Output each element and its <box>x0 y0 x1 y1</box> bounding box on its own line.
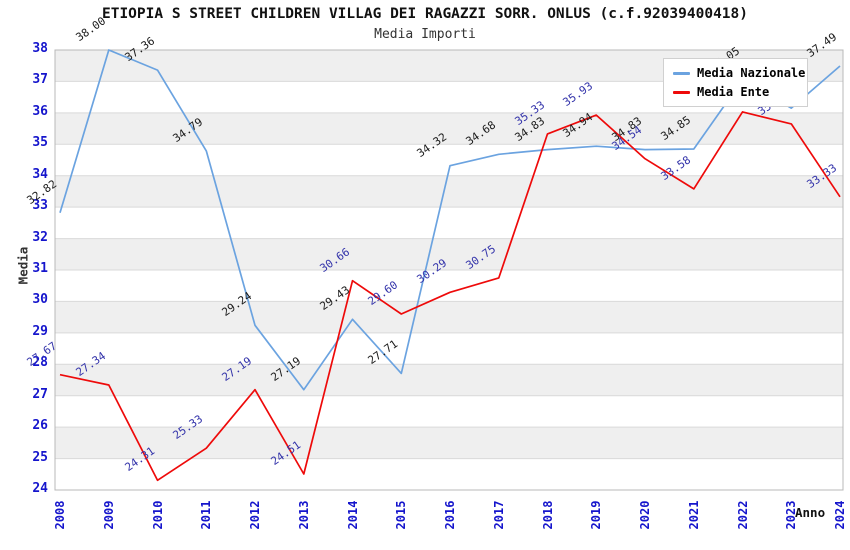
plot-band <box>55 301 843 333</box>
legend-label: Media Ente <box>697 85 770 99</box>
y-tick-label: 27 <box>32 386 48 402</box>
x-tick-label: 2013 <box>296 500 311 530</box>
legend: Media Nazionale Media Ente <box>663 58 808 107</box>
x-tick-label: 2021 <box>686 500 701 530</box>
legend-item-media-ente: Media Ente <box>664 85 807 99</box>
plot-band <box>55 175 843 208</box>
plot-frame <box>54 49 844 491</box>
y-tick-label: 28 <box>32 355 48 371</box>
x-tick-label: 2008 <box>53 500 67 530</box>
y-tick-label: 36 <box>32 103 48 119</box>
chart-subtitle: Media Importi <box>374 27 476 42</box>
series-line-media-ente <box>59 111 841 482</box>
x-axis-title: Anno <box>795 505 826 520</box>
y-tick-label: 34 <box>32 166 48 182</box>
y-tick-label: 37 <box>32 72 48 88</box>
x-tick-label: 2020 <box>638 500 652 530</box>
chart-title: ETIOPIA S STREET CHILDREN VILLAG DEI RAG… <box>101 6 748 22</box>
x-tick-label: 2019 <box>589 500 604 530</box>
y-tick-label: 38 <box>32 41 48 56</box>
x-tick-label: 2022 <box>735 500 750 530</box>
plot-band <box>55 364 843 396</box>
x-tick-label: 2018 <box>540 500 555 530</box>
y-tick-label: 30 <box>32 292 48 308</box>
plot-band <box>55 238 843 270</box>
x-tick-label: 2009 <box>101 500 116 530</box>
y-tick-label: 26 <box>32 418 48 434</box>
x-tick-label: 2015 <box>394 500 409 530</box>
y-tick-label: 29 <box>32 323 48 339</box>
y-tick-label: 32 <box>32 229 48 245</box>
y-tick-label: 35 <box>32 135 48 151</box>
y-tick-label: 33 <box>32 198 48 214</box>
plot-band <box>55 427 843 459</box>
legend-item-media-nazionale: Media Nazionale <box>664 66 807 80</box>
x-tick-label: 2011 <box>199 500 214 530</box>
x-tick-label: 2014 <box>345 500 360 530</box>
series-line-media-nazionale <box>59 49 841 391</box>
y-tick-label: 31 <box>32 261 48 276</box>
legend-label: Media Nazionale <box>697 66 806 80</box>
ente-line-swatch-icon <box>673 90 690 94</box>
x-tick-label: 2017 <box>491 500 506 530</box>
y-tick-label: 25 <box>32 449 48 465</box>
x-tick-label: 2010 <box>150 500 165 530</box>
x-tick-label: 2024 <box>833 500 847 530</box>
y-tick-label: 24 <box>32 481 48 496</box>
x-tick-label: 2012 <box>248 500 262 530</box>
nazionale-line-swatch-icon <box>673 71 690 75</box>
x-tick-label: 2016 <box>443 500 457 530</box>
